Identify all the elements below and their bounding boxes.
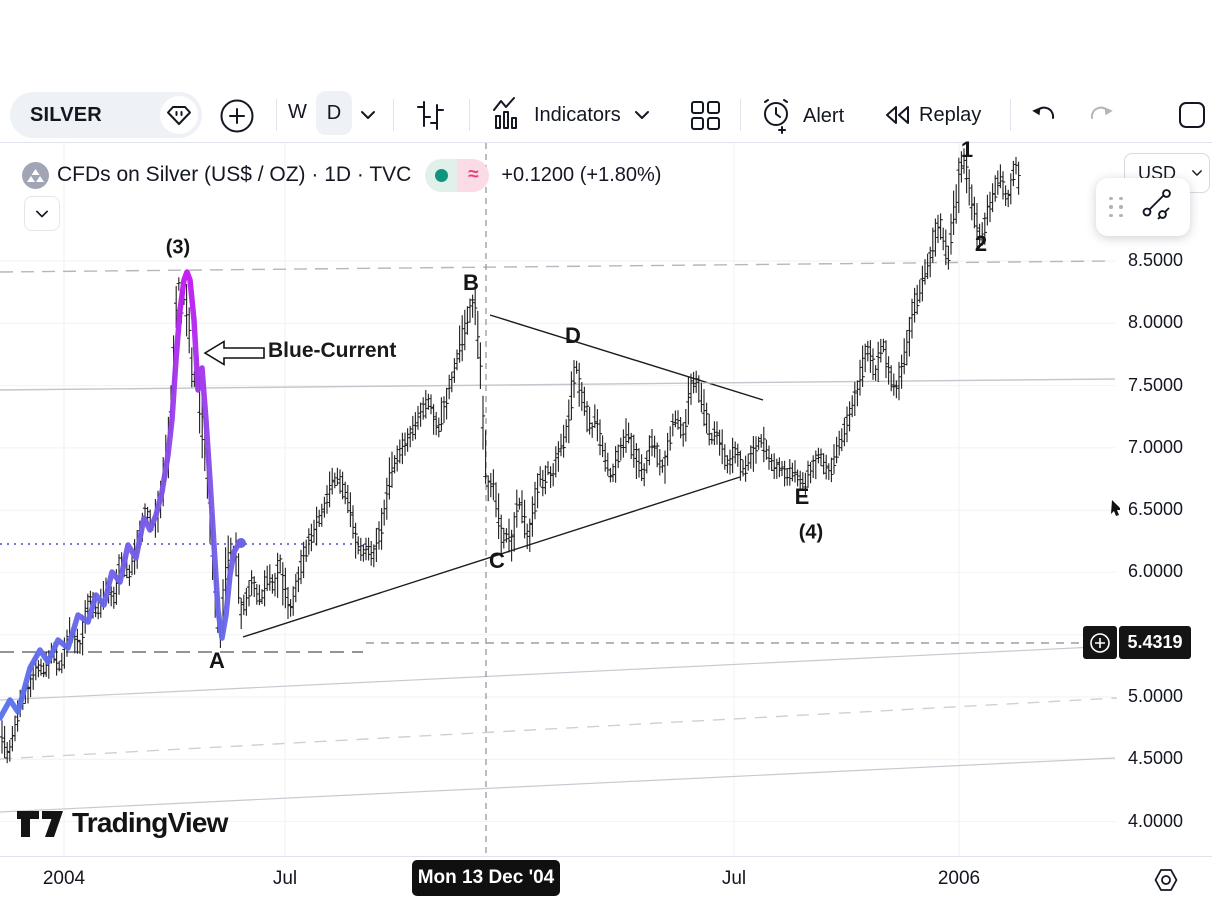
price-tick-label: 4.5000 — [1128, 748, 1184, 769]
time-tick-label: 2004 — [42, 868, 86, 889]
time-tick-label: Jul — [272, 868, 298, 889]
top-toolbar: SILVER W D Indicators Alert Replay — [0, 88, 1212, 143]
indicators-button[interactable]: Indicators — [490, 96, 653, 134]
layout-grid-button[interactable] — [688, 97, 722, 138]
toolbar-separator — [740, 99, 741, 131]
tradingview-logo-text: TradingView — [72, 807, 228, 838]
redo-button[interactable] — [1088, 101, 1116, 132]
crosshair-date-badge: Mon 13 Dec '04 — [412, 860, 560, 896]
time-tick-label: Jul — [721, 868, 747, 889]
undo-button[interactable] — [1029, 101, 1057, 132]
tradingview-mark-icon — [17, 811, 63, 837]
indicators-icon — [493, 97, 517, 129]
symbol-type-icon — [160, 96, 198, 134]
price-tick-label: 7.5000 — [1128, 374, 1184, 395]
triangle-upper-line — [489, 314, 764, 401]
price-tick-label: 7.0000 — [1128, 436, 1184, 457]
silver-symbol-icon — [22, 161, 49, 189]
overlay-ma-line — [0, 269, 244, 721]
symbol-title[interactable]: CFDs on Silver (US$ / OZ) · 1D · TVC — [57, 163, 412, 186]
price-tick-label: 4.0000 — [1128, 810, 1184, 831]
currency-label: USD — [1138, 162, 1177, 183]
timeframe-weekly-button[interactable]: W — [288, 101, 307, 123]
price-tick-label: 8.0000 — [1128, 312, 1184, 333]
toolbar-separator — [469, 99, 470, 131]
overlay-line-end-dot — [236, 538, 246, 548]
symbol-search-button[interactable]: SILVER — [10, 92, 202, 138]
market-status-pill[interactable]: ≈ — [425, 158, 490, 192]
price-tick-label: 6.0000 — [1128, 561, 1184, 582]
time-axis[interactable]: Mon 13 Dec '04 2004 Jul Jul 2006 — [0, 856, 1212, 909]
mouse-cursor — [1111, 500, 1120, 516]
last-price-row: 5.4319 — [1083, 626, 1191, 659]
dashed-sloping-line — [0, 697, 1118, 760]
price-bars — [1, 148, 1020, 764]
price-axis[interactable]: 8.5000 8.0000 7.5000 7.0000 6.5000 6.0000 5.00… — [1120, 143, 1212, 856]
settings-gear-button[interactable] — [1152, 866, 1180, 899]
indicators-chevron-icon — [634, 111, 649, 119]
dashed-top-line — [0, 260, 1111, 273]
alert-label: Alert — [803, 104, 845, 127]
triangle-lower-line — [242, 476, 741, 638]
add-alert-plus-button[interactable] — [1083, 626, 1117, 659]
price-tick-label: 6.5000 — [1128, 499, 1184, 520]
legend-collapse-button[interactable] — [24, 196, 60, 231]
symbol-name: SILVER — [30, 103, 102, 126]
gray-flat-line — [0, 378, 1116, 391]
chart-legend: CFDs on Silver (US$ / OZ) · 1D · TVC ≈ +… — [0, 155, 661, 195]
drag-handle-icon[interactable] — [1109, 196, 1124, 218]
chart-canvas[interactable] — [0, 143, 1120, 856]
toolbar-separator — [276, 99, 277, 131]
replay-label: Replay — [919, 103, 982, 126]
price-tick-label: 8.5000 — [1128, 249, 1184, 270]
drawing-floating-toolbar[interactable] — [1096, 178, 1190, 236]
indicators-label: Indicators — [534, 103, 621, 126]
gray-mid-line — [0, 645, 1116, 701]
price-change: +0.1200 (+1.80%) — [501, 163, 662, 186]
market-open-dot-icon — [425, 158, 458, 192]
gray-low-line — [0, 757, 1116, 813]
timeframe-menu-chevron-icon[interactable] — [358, 108, 378, 127]
approx-price-icon: ≈ — [457, 158, 490, 192]
alert-button[interactable]: Alert — [758, 96, 844, 136]
chart-style-button[interactable] — [413, 97, 447, 138]
fullscreen-button[interactable] — [1176, 99, 1208, 136]
alert-clock-icon — [764, 99, 788, 134]
replay-button[interactable]: Replay — [882, 96, 981, 134]
replay-icon — [886, 106, 909, 124]
price-tick-label: 5.0000 — [1128, 686, 1184, 707]
toolbar-separator — [393, 99, 394, 131]
tradingview-logo[interactable]: TradingView — [16, 806, 228, 840]
last-price-badge: 5.4319 — [1119, 626, 1191, 659]
toolbar-separator — [1010, 99, 1011, 131]
compare-add-button[interactable] — [219, 98, 255, 139]
price-bar-ticks — [0, 159, 1021, 759]
time-tick-label: 2006 — [937, 868, 981, 889]
trend-line-tool-icon[interactable] — [1136, 188, 1176, 226]
timeframe-daily-button[interactable]: D — [316, 91, 352, 135]
currency-chevron-icon — [1192, 170, 1202, 176]
